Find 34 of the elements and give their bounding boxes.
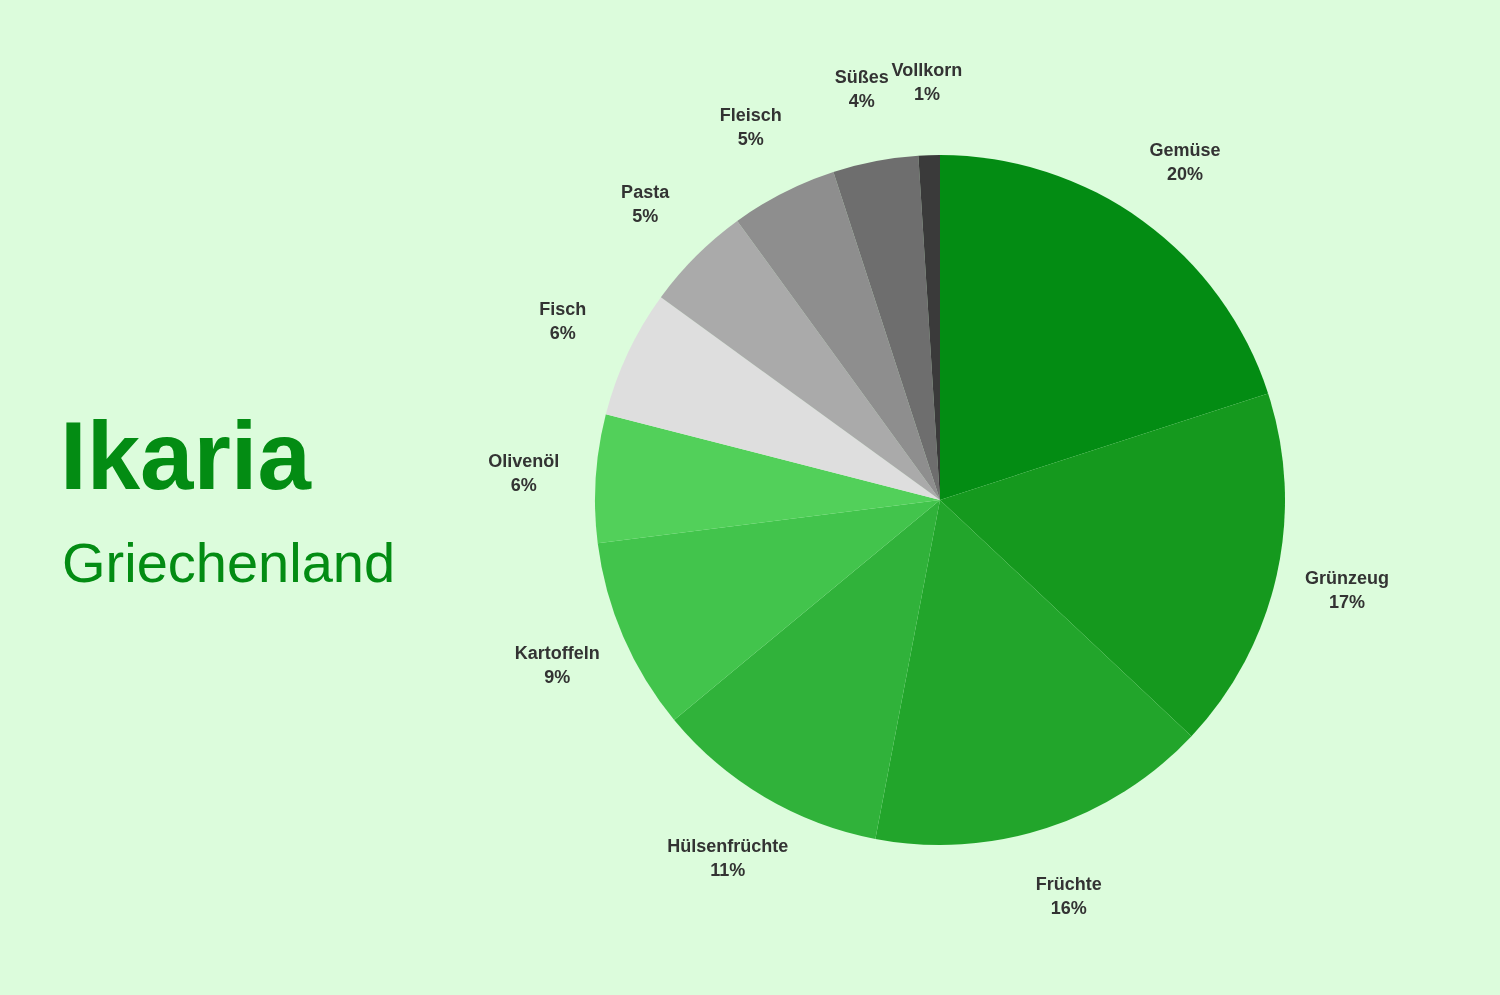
data-label: 1%	[913, 84, 940, 105]
data-label: 11%	[710, 859, 746, 880]
data-label: 17%	[1328, 591, 1365, 612]
pie-slice	[737, 171, 940, 500]
slice-label: Olivenöl	[488, 450, 560, 471]
pie-slice	[940, 155, 1269, 500]
slice-label: Früchte	[1035, 873, 1102, 894]
slice-label: Gemüse	[1149, 139, 1221, 160]
data-label: 20%	[1167, 163, 1204, 184]
data-label: 9%	[544, 666, 571, 687]
slice-label: Pasta	[621, 182, 671, 203]
slice-label: Süßes	[834, 67, 889, 88]
pie-slice	[833, 155, 940, 500]
data-label: 5%	[737, 129, 764, 150]
slice-label: Fisch	[539, 299, 587, 320]
slice-label: Kartoffeln	[514, 642, 600, 663]
pie-slice	[597, 500, 940, 720]
pie-slice	[674, 500, 940, 839]
text: Griechenland	[62, 531, 396, 594]
pie-slice	[595, 414, 940, 544]
slice-label: Hülsenfrüchte	[667, 835, 789, 856]
slice-label: Grünzeug	[1304, 567, 1389, 588]
pie-slice	[940, 393, 1285, 737]
data-label: 6%	[549, 323, 576, 344]
pie-slice	[605, 297, 940, 500]
pie-slice	[660, 220, 940, 500]
data-label: 4%	[848, 91, 875, 112]
data-label: 6%	[510, 474, 537, 495]
data-label: 5%	[632, 206, 659, 227]
slice-label: Fleisch	[719, 105, 782, 126]
text: Ikaria	[60, 402, 312, 509]
pie-slice	[875, 500, 1192, 845]
slice-label: Vollkorn	[891, 60, 963, 81]
data-label: 16%	[1050, 897, 1087, 918]
